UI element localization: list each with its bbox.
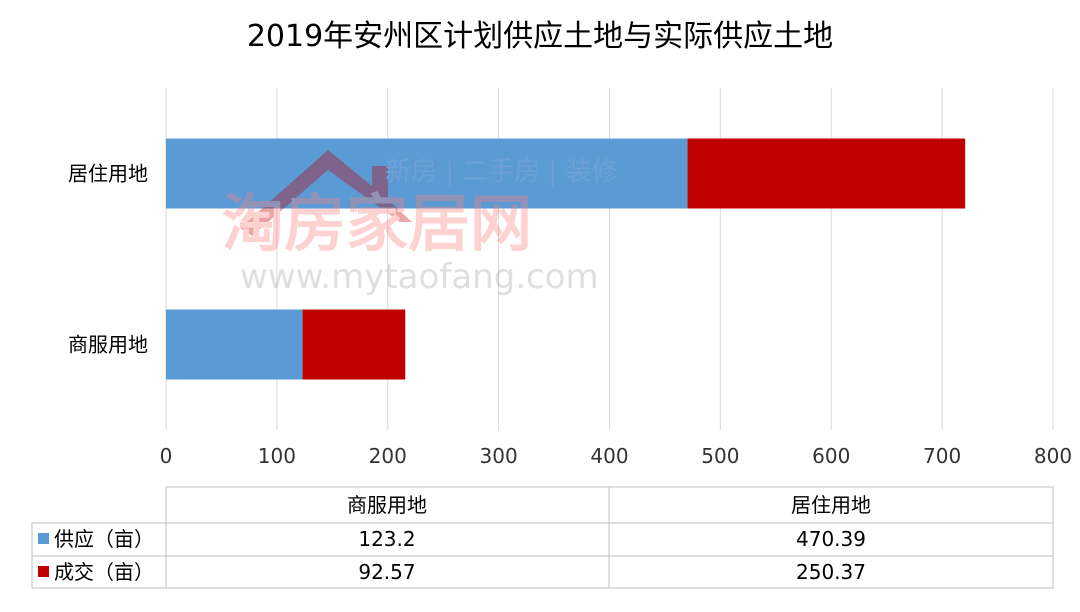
chart-title: 2019年安州区计划供应土地与实际供应土地	[247, 19, 833, 54]
legend-swatch-supply	[38, 533, 49, 544]
x-tick-label: 100	[258, 444, 296, 468]
bar-deal	[687, 138, 966, 209]
house-logo-icon	[240, 150, 412, 236]
x-tick-label: 800	[1034, 444, 1072, 468]
table-row-deal: 成交（亩） 92.57 250.37	[38, 560, 866, 584]
x-tick-label: 200	[369, 444, 407, 468]
table-cell: 92.57	[358, 560, 415, 584]
watermark-url: www.mytaofang.com	[240, 257, 599, 297]
x-tick-label: 300	[480, 444, 518, 468]
x-tick-label: 0	[160, 444, 173, 468]
watermark: 新房 | 二手房 | 装修 淘房家居网 www.mytaofang.com	[222, 150, 618, 297]
table-cell: 250.37	[796, 560, 866, 584]
watermark-logo: 淘房家居网	[222, 187, 532, 260]
bar-supply	[166, 309, 303, 380]
x-tick-label: 600	[812, 444, 850, 468]
table-header-commercial: 商服用地	[347, 493, 427, 517]
watermark-tagline: 新房 | 二手房 | 装修	[385, 157, 618, 187]
table-row-label: 成交（亩）	[54, 560, 154, 584]
table-header-residential: 居住用地	[791, 493, 871, 517]
bar-supply	[166, 138, 688, 209]
category-label: 商服用地	[68, 333, 148, 357]
table-row-label: 供应（亩）	[54, 527, 154, 551]
bar-deal	[302, 309, 406, 380]
category-label: 居住用地	[68, 162, 148, 186]
table-cell: 123.2	[358, 527, 415, 551]
table-row-supply: 供应（亩） 123.2 470.39	[38, 527, 866, 551]
legend-swatch-deal	[38, 566, 49, 577]
table-cell: 470.39	[796, 527, 866, 551]
x-tick-label: 400	[590, 444, 628, 468]
x-tick-label: 500	[701, 444, 739, 468]
x-tick-labels: 0 100 200 300 400 500 600 700 800	[160, 444, 1072, 468]
data-table: 商服用地 居住用地 供应（亩） 123.2 470.39 成交（亩） 92.57…	[31, 486, 1054, 589]
bar-group	[166, 138, 966, 380]
x-tick-label: 700	[923, 444, 961, 468]
